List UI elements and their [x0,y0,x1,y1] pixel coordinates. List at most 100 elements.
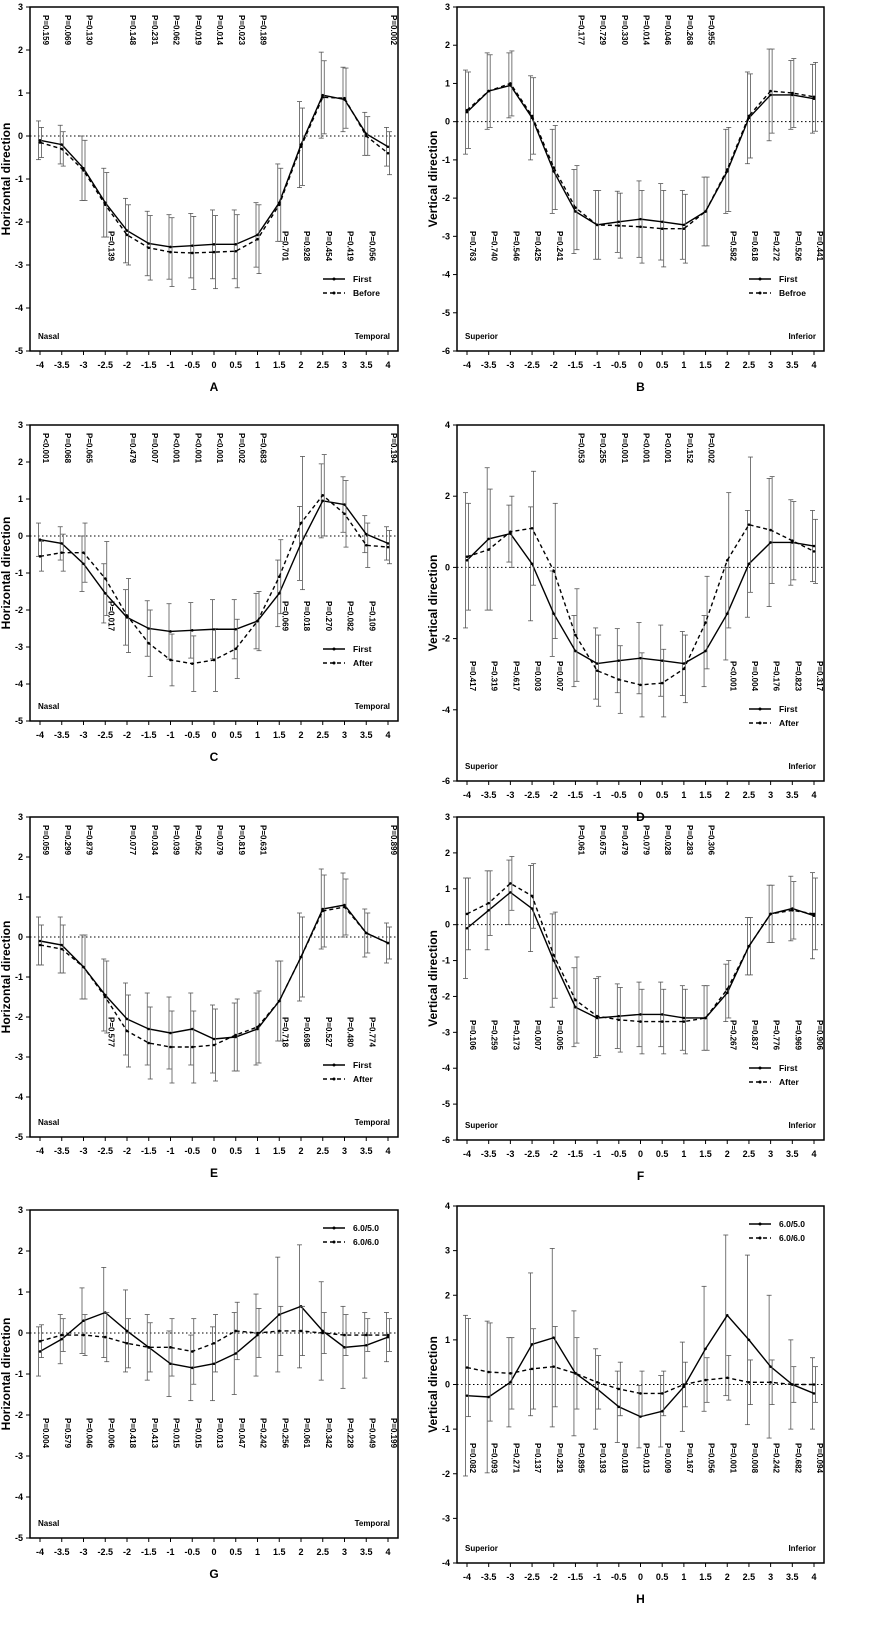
data-point [595,669,599,672]
y-tick-label: -6 [442,1135,450,1145]
data-point [791,539,794,542]
data-point [552,953,556,957]
p-value-label: P=0.454 [324,231,333,262]
x-tick-label: 2.5 [316,360,329,370]
data-point [552,1365,556,1368]
data-point [487,901,490,905]
x-tick-label: 4 [385,1146,390,1156]
y-tick-label: -1 [15,972,23,982]
p-value-label: P=0.193 [598,1443,607,1474]
x-tick-label: -1.5 [568,1149,584,1159]
y-tick-label: -4 [442,270,450,280]
p-value-label: P=0.034 [150,825,159,856]
p-value-label: P=0.004 [750,661,759,692]
data-point [364,134,368,138]
p-value-label: P=0.579 [63,1418,72,1449]
data-point [299,521,303,525]
data-point [190,251,194,255]
x-tick-label: -1 [166,360,174,370]
x-tick-label: 4 [811,1572,816,1582]
x-tick-label: -1 [593,1149,601,1159]
p-value-label: P=0.189 [259,15,268,46]
x-tick-label: -3.5 [481,1572,497,1582]
x-tick-label: 3 [768,790,773,800]
x-tick-label: -3 [506,1572,514,1582]
series-line [39,96,389,254]
p-value-label: P=0.526 [793,231,802,262]
x-tick-label: -0.5 [184,1547,200,1557]
data-point [299,145,303,149]
data-point [465,926,469,930]
data-point [791,91,794,95]
data-point [812,544,816,548]
y-tick-label: 3 [445,812,450,822]
corner-label-left: Superior [465,332,498,341]
p-value-label: P=0.419 [346,231,355,262]
x-tick-label: -1.5 [141,360,157,370]
data-point [60,943,64,947]
y-tick-label: -2 [15,1012,23,1022]
x-tick-label: -3.5 [54,360,70,370]
data-point [364,532,368,536]
data-point [60,947,64,951]
data-point [769,93,772,97]
data-point [234,1033,238,1037]
x-tick-label: 3 [768,360,773,370]
legend-label: First [353,644,372,654]
p-value-label: P=0.014 [642,15,651,46]
x-tick-label: -4 [36,1547,44,1557]
data-point [82,551,85,554]
x-tick-label: 0.5 [229,1547,242,1557]
data-point [595,662,599,665]
legend-marker [332,1077,336,1081]
legend-marker [332,1063,336,1067]
x-tick-label: 1.5 [699,790,712,800]
y-axis-label: Vertical direction [426,555,440,652]
p-value-label: P=0.319 [490,661,499,692]
y-tick-label: 2 [445,491,450,501]
data-point [639,656,642,660]
p-value-label: P=0.479 [620,825,629,856]
data-point [791,541,794,544]
x-tick-label: -1 [166,1547,174,1557]
data-point [704,1347,707,1351]
data-point [725,987,729,991]
data-point [574,633,577,637]
x-tick-label: 3 [768,1149,773,1159]
x-tick-label: 1 [681,1149,686,1159]
data-point [487,909,490,912]
series-line [466,82,815,230]
data-point [552,959,556,962]
x-tick-label: -4 [463,360,471,370]
p-value-label: P<0.001 [728,661,737,692]
data-point [487,1370,490,1374]
data-point [212,1037,216,1041]
y-tick-label: -4 [15,1492,23,1502]
series-1 [36,868,390,1074]
data-point [321,499,325,503]
data-point [364,1344,368,1347]
data-point [103,1335,107,1339]
y-tick-label: 2 [18,457,23,467]
data-point [299,955,303,959]
x-tick-label: -1.5 [141,1547,157,1557]
data-point [125,614,129,617]
p-value-label: P=0.023 [237,15,246,46]
data-point [103,592,107,595]
data-point [103,995,107,999]
data-point [465,1394,469,1397]
data-point [791,93,794,97]
series-line [466,882,815,1023]
x-tick-label: 1.5 [273,360,286,370]
x-tick-label: 2 [298,730,303,740]
data-point [147,246,151,250]
data-point [125,1017,129,1021]
p-value-label: P=0.291 [555,1443,564,1474]
p-value-label: P=0.109 [367,601,376,632]
y-tick-label: 4 [445,420,450,430]
data-point [530,526,534,530]
data-point [212,250,216,254]
data-point [147,1027,151,1031]
y-tick-label: 3 [445,1246,450,1256]
